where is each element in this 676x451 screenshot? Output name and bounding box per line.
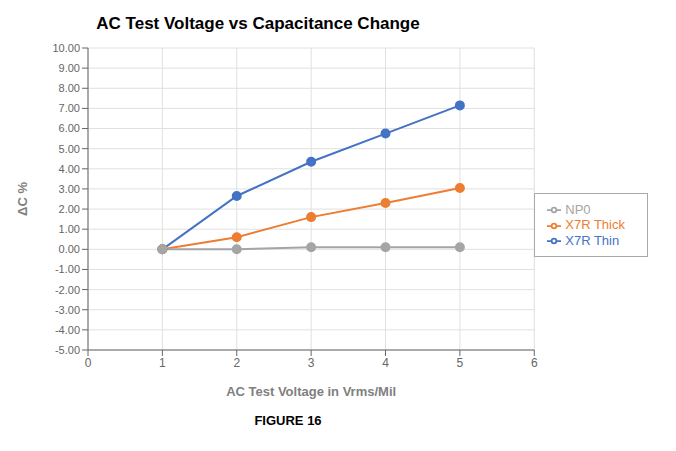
svg-text:-5.00: -5.00 [55, 344, 80, 356]
svg-text:-3.00: -3.00 [55, 304, 80, 316]
svg-text:-2.00: -2.00 [55, 284, 80, 296]
svg-text:2.00: 2.00 [59, 203, 80, 215]
html-text:X7R Thin: X7R Thin [565, 232, 620, 248]
svg-text:-1.00: -1.00 [55, 263, 80, 275]
svg-text:ΔC %: ΔC % [15, 182, 30, 216]
svg-text:1: 1 [159, 356, 166, 370]
html-text:AC Test Voltage vs Capacitance: AC Test Voltage vs Capacitance Change [96, 14, 420, 33]
svg-text:6: 6 [531, 356, 538, 370]
svg-text:5: 5 [457, 356, 464, 370]
svg-text:4: 4 [382, 356, 389, 370]
svg-text:0: 0 [85, 356, 92, 370]
svg-text:AC Test Voltage in Vrms/Mil: AC Test Voltage in Vrms/Mil [226, 384, 396, 399]
svg-text:5.00: 5.00 [59, 143, 80, 155]
html-text:NP0: NP0 [565, 201, 591, 217]
svg-text:4.00: 4.00 [59, 163, 80, 175]
svg-text:3: 3 [308, 356, 315, 370]
html-text:FIGURE 16: FIGURE 16 [254, 413, 322, 428]
svg-text:0.00: 0.00 [59, 243, 80, 255]
html-text:X7R Thick: X7R Thick [565, 217, 625, 233]
svg-text:9.00: 9.00 [59, 62, 80, 74]
svg-text:-4.00: -4.00 [55, 324, 80, 336]
svg-text:7.00: 7.00 [59, 102, 80, 114]
svg-text:3.00: 3.00 [59, 183, 80, 195]
svg-text:2: 2 [233, 356, 240, 370]
svg-text:8.00: 8.00 [59, 82, 80, 94]
svg-text:6.00: 6.00 [59, 122, 80, 134]
svg-text:10.00: 10.00 [52, 42, 80, 54]
svg-text:1.00: 1.00 [59, 223, 80, 235]
